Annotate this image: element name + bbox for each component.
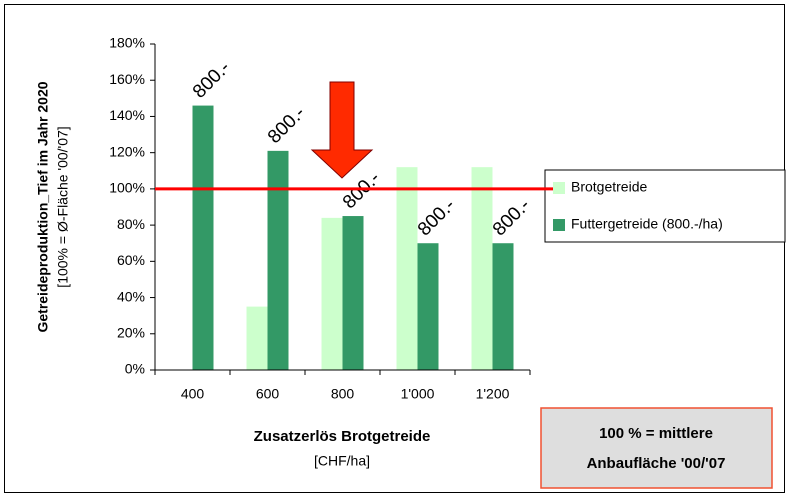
legend-label: Futtergetreide (800.-/ha) xyxy=(571,216,723,232)
x-tick-label: 400 xyxy=(181,386,205,402)
y-tick-label: 0% xyxy=(125,361,145,377)
y-tick-label: 80% xyxy=(117,216,145,232)
y-axis-label: Getreideproduktion_Tief im Jahr 2020 xyxy=(35,81,51,332)
y-tick-label: 180% xyxy=(109,35,145,51)
bar xyxy=(492,243,514,370)
legend-swatch xyxy=(553,182,565,194)
bar xyxy=(396,167,418,370)
legend-box xyxy=(544,169,786,243)
y-tick-label: 20% xyxy=(117,324,145,340)
x-axis-sublabel: [CHF/ha] xyxy=(314,453,370,469)
x-tick-label: 1'000 xyxy=(401,386,435,402)
note-box xyxy=(540,407,773,489)
y-tick-label: 140% xyxy=(109,107,145,123)
bar xyxy=(321,217,343,370)
bar xyxy=(417,243,439,370)
bar xyxy=(342,216,364,370)
y-tick-label: 40% xyxy=(117,288,145,304)
y-tick-label: 160% xyxy=(109,71,145,87)
x-axis-label: Zusatzerlös Brotgetreide xyxy=(254,428,431,445)
arrow xyxy=(310,81,374,179)
y-axis-sublabel: [100% = Ø-Fläche '00/'07] xyxy=(55,126,71,287)
bar xyxy=(471,167,493,370)
y-tick-label: 60% xyxy=(117,252,145,268)
bar xyxy=(192,105,214,371)
legend-label: Brotgetreide xyxy=(571,179,647,195)
note-line: 100 % = mittlere xyxy=(599,425,713,442)
note-line: Anbaufläche '00/'07 xyxy=(587,455,726,472)
y-tick-label: 120% xyxy=(109,143,145,159)
x-tick-label: 1'200 xyxy=(476,386,510,402)
x-tick-label: 600 xyxy=(256,386,280,402)
legend-swatch xyxy=(553,219,565,231)
x-tick-label: 800 xyxy=(331,386,355,402)
y-tick-label: 100% xyxy=(109,180,145,196)
bar xyxy=(246,306,268,370)
bar xyxy=(267,150,289,370)
